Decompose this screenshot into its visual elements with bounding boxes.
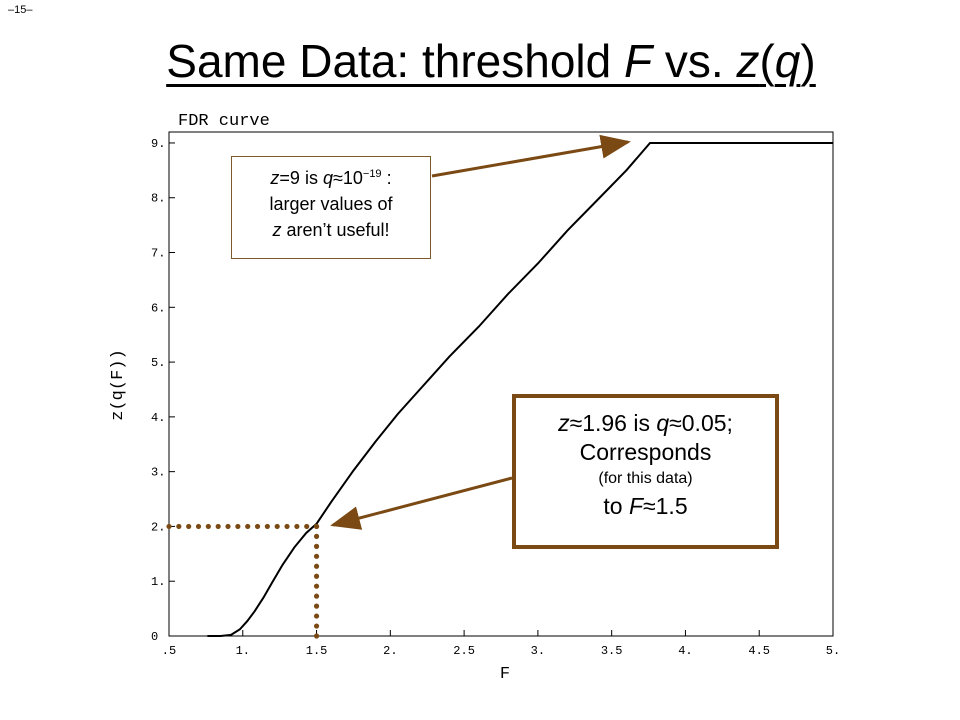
threshold-dot <box>235 523 241 530</box>
y-axis-ticks: 0 1. 2. 3. 4. 5. 6. 7. 8. 9. <box>151 137 175 644</box>
threshold-dot <box>264 523 270 530</box>
threshold-dot <box>313 633 320 639</box>
fdr-curve-line <box>207 142 833 637</box>
x-axis-label: F <box>500 665 510 684</box>
threshold-dot <box>245 523 251 530</box>
y-tick-label: 6. <box>151 301 165 315</box>
threshold-dot <box>186 523 192 530</box>
threshold-dot <box>294 523 300 530</box>
threshold-dot <box>215 523 221 530</box>
threshold-dot <box>313 573 320 579</box>
threshold-dot <box>176 523 182 530</box>
x-tick-label: 2. <box>383 644 397 658</box>
x-tick-label: 1. <box>236 644 250 658</box>
x-tick-label: 4.5 <box>748 644 770 658</box>
chart-title: FDR curve <box>178 112 270 131</box>
x-tick-label: 1.5 <box>306 644 328 658</box>
arrow-top <box>431 134 631 178</box>
threshold-dot <box>313 523 320 530</box>
threshold-dot <box>205 523 211 530</box>
x-axis-ticks: .5 1. 1.5 2. 2.5 3. 3.5 4. 4.5 5. <box>162 630 840 658</box>
threshold-dot <box>313 603 320 609</box>
y-axis-label: z(q(F)) <box>109 349 128 420</box>
threshold-dot <box>313 593 320 599</box>
threshold-dot <box>313 623 320 629</box>
y-tick-label: 9. <box>151 137 165 151</box>
threshold-dot <box>284 523 290 530</box>
threshold-dot <box>225 523 231 530</box>
plot-frame <box>168 131 834 637</box>
x-tick-label: .5 <box>162 644 176 658</box>
x-tick-label: 2.5 <box>453 644 475 658</box>
threshold-dot <box>274 523 280 530</box>
callout-z9: z=9 is q≈10−19 : larger values of z aren… <box>231 156 431 259</box>
threshold-dot <box>313 543 320 549</box>
threshold-dot <box>166 523 172 530</box>
x-tick-label: 3. <box>531 644 545 658</box>
threshold-dot <box>304 523 310 530</box>
threshold-dot <box>313 563 320 569</box>
threshold-dot <box>313 553 320 559</box>
callout-z196: z≈1.96 is q≈0.05; Corresponds (for this … <box>512 394 779 549</box>
threshold-dot <box>313 613 320 619</box>
threshold-dot <box>254 523 261 530</box>
y-tick-label: 5. <box>151 356 165 370</box>
y-tick-label: 2. <box>151 520 165 534</box>
x-tick-label: 3.5 <box>601 644 623 658</box>
page-number: –15– <box>8 4 33 16</box>
threshold-dotted-lines <box>166 523 320 639</box>
y-tick-label: 8. <box>151 192 165 206</box>
x-tick-label: 4. <box>678 644 692 658</box>
threshold-dot <box>195 523 202 530</box>
threshold-dot <box>313 583 320 589</box>
y-tick-label: 0 <box>151 630 158 644</box>
y-tick-label: 4. <box>151 411 165 425</box>
arrow-bottom <box>330 476 513 530</box>
y-tick-label: 3. <box>151 466 165 480</box>
threshold-dot <box>313 533 320 539</box>
slide-title: Same Data: threshold F vs. z(q) <box>166 35 816 87</box>
x-tick-label: 5. <box>826 644 840 658</box>
y-tick-label: 7. <box>151 247 165 261</box>
y-tick-label: 1. <box>151 575 165 589</box>
